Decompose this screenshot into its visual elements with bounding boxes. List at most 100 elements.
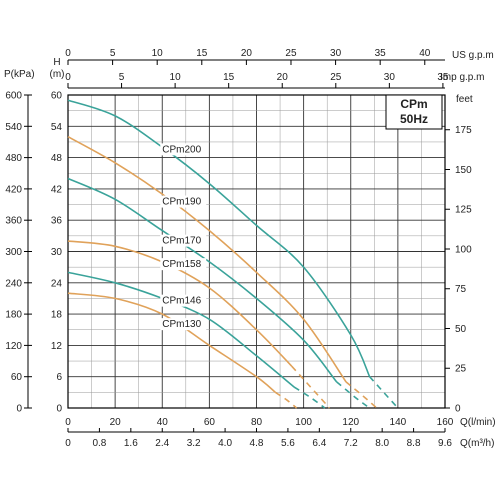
flow-m3h-tick-label: 1.6 (124, 438, 138, 449)
flow-us-gpm-tick-label: 35 (375, 48, 387, 59)
feet-axis-label: feet (456, 94, 473, 105)
pressure-tick-label: 540 (5, 122, 22, 133)
flow-imp-gpm-tick-label: 35 (437, 72, 449, 83)
flow-m3h-tick-label: 4.0 (218, 438, 232, 449)
pressure-tick-label: 360 (5, 216, 22, 227)
flow-lmin-tick-label: 120 (342, 417, 359, 428)
flow-lmin-tick-label: 0 (65, 417, 71, 428)
flow-lmin-axis-label: Q(l/min) (460, 417, 496, 428)
head-tick-label: 0 (56, 404, 62, 415)
flow-us-gpm-tick-label: 15 (196, 48, 208, 59)
model-label-bg (160, 318, 207, 331)
pressure-tick-label: 240 (5, 278, 22, 289)
flow-us-gpm-tick-label: 10 (152, 48, 164, 59)
flow-imp-gpm-tick-label: 25 (330, 72, 342, 83)
curve-cpm146 (67, 271, 295, 388)
flow-us-gpm-tick-label: 5 (110, 48, 116, 59)
flow-imp-gpm-tick-label: 5 (119, 72, 125, 83)
curve-cpm200 (67, 99, 371, 378)
curves (67, 99, 399, 409)
pressure-tick-label: 0 (16, 404, 22, 415)
flow-lmin-tick-label: 80 (251, 417, 263, 428)
flow-lmin-tick-label: 40 (157, 417, 169, 428)
pressure-tick-label: 420 (5, 184, 22, 195)
model-label-cpm158: CPm158 (162, 259, 201, 270)
flow-m3h-tick-label: 4.8 (250, 438, 264, 449)
flow-imp-gpm-tick-label: 15 (223, 72, 235, 83)
model-label-bg (160, 195, 207, 208)
flow-m3h-tick-label: 0 (65, 438, 71, 449)
model-label-cpm130: CPm130 (162, 319, 201, 330)
head-tick-label: 12 (51, 341, 63, 352)
flow-lmin-tick-label: 60 (204, 417, 216, 428)
flow-us-gpm-tick-label: 40 (419, 48, 431, 59)
head-tick-label: 24 (51, 278, 63, 289)
flow-imp-gpm-axis-label: Imp g.p.m (440, 72, 484, 83)
flow-us-gpm-tick-label: 0 (65, 48, 71, 59)
flow-m3h-tick-label: 2.4 (155, 438, 169, 449)
feet-tick-label: 100 (455, 244, 472, 255)
flow-imp-gpm-tick-label: 30 (384, 72, 396, 83)
chart-subtitle: 50Hz (400, 112, 428, 126)
curve-cpm146-dashed (293, 386, 326, 409)
head-tick-label: 36 (51, 216, 63, 227)
flow-m3h-tick-label: 9.6 (438, 438, 452, 449)
head-tick-label: 30 (51, 247, 63, 258)
model-label-cpm200: CPm200 (162, 144, 201, 155)
flow-imp-gpm-tick-label: 10 (170, 72, 182, 83)
flow-imp-gpm-tick-label: 20 (277, 72, 289, 83)
model-label-cpm190: CPm190 (162, 197, 201, 208)
curve-cpm190 (67, 136, 347, 383)
curve-cpm170 (67, 177, 338, 383)
feet-tick-label: 175 (455, 125, 472, 136)
feet-tick-label: 0 (455, 404, 461, 415)
model-label-bg (160, 294, 207, 307)
flow-lmin-tick-label: 160 (437, 417, 454, 428)
head-axis-unit: (m) (50, 69, 65, 80)
model-label-cpm146: CPm146 (162, 296, 201, 307)
feet-tick-label: 125 (455, 205, 472, 216)
model-label-cpm170: CPm170 (162, 236, 201, 247)
flow-us-gpm-tick-label: 20 (241, 48, 253, 59)
head-tick-label: 42 (51, 184, 63, 195)
model-label-bg (160, 258, 207, 271)
flow-lmin-tick-label: 20 (110, 417, 122, 428)
flow-us-gpm-tick-label: 30 (330, 48, 342, 59)
title-box: CPm 50Hz (385, 94, 443, 130)
curve-cpm170-dashed (336, 381, 371, 409)
flow-lmin-tick-label: 140 (390, 417, 407, 428)
labels: CPm200 CPm190 CPm170 CPm158 CPm146 CPm130 (160, 143, 207, 331)
flow-m3h-tick-label: 5.6 (281, 438, 295, 449)
pressure-tick-label: 180 (5, 310, 22, 321)
feet-tick-label: 75 (455, 284, 467, 295)
head-tick-label: 18 (51, 310, 63, 321)
curve-cpm158 (67, 240, 293, 367)
curve-cpm130 (67, 292, 276, 394)
flow-m3h-tick-label: 3.2 (187, 438, 201, 449)
head-tick-label: 54 (51, 122, 63, 133)
flow-us-gpm-axis-label: US g.p.m (452, 50, 494, 61)
flow-imp-gpm-tick-label: 0 (65, 72, 71, 83)
flow-m3h-tick-label: 0.8 (92, 438, 106, 449)
pressure-tick-label: 600 (5, 91, 22, 102)
head-tick-label: 60 (51, 91, 63, 102)
head-axis-label: H (53, 57, 60, 68)
pressure-tick-label: 60 (11, 372, 23, 383)
flow-m3h-axis-label: Q(m³/h) (460, 438, 494, 449)
chart-title: CPm (400, 97, 427, 111)
model-label-bg (160, 234, 207, 247)
curve-cpm130-dashed (274, 391, 298, 409)
feet-tick-label: 150 (455, 165, 472, 176)
feet-tick-label: 25 (455, 364, 467, 375)
curve-cpm158-dashed (291, 365, 331, 409)
flow-m3h-tick-label: 8.8 (407, 438, 421, 449)
head-tick-label: 6 (56, 372, 62, 383)
flow-lmin-tick-label: 100 (295, 417, 312, 428)
plot-frame (67, 94, 446, 409)
axes: 0612182430364248546006012018024030036042… (4, 48, 496, 449)
pressure-tick-label: 480 (5, 153, 22, 164)
curve-cpm200-dashed (369, 376, 399, 409)
flow-m3h-tick-label: 6.4 (312, 438, 326, 449)
grid (67, 94, 446, 409)
model-label-bg (160, 143, 207, 156)
